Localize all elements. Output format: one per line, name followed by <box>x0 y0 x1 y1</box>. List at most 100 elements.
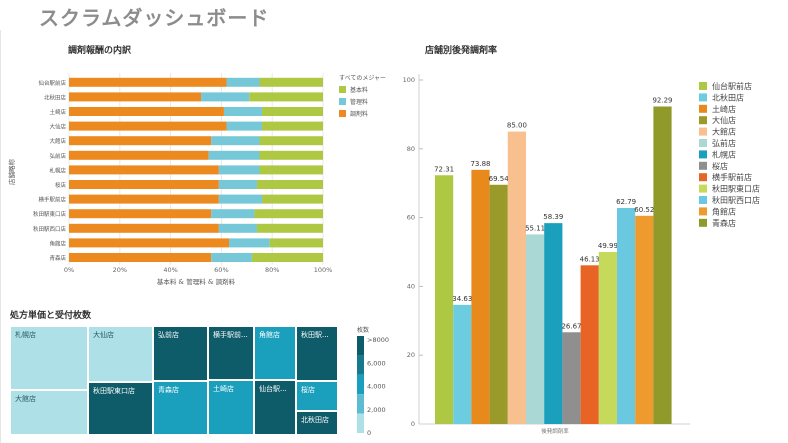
treemap-cell[interactable]: 青森店 <box>153 381 208 435</box>
bar-legend-label[interactable]: 仙台駅前店 <box>712 81 752 91</box>
bar-legend-swatch[interactable] <box>699 196 707 204</box>
stack-bar-segment[interactable] <box>201 92 250 102</box>
bar-legend-swatch[interactable] <box>699 116 707 125</box>
bar[interactable] <box>507 131 526 424</box>
stack-bar-segment[interactable] <box>249 92 323 102</box>
stack-bar-segment[interactable] <box>211 253 252 262</box>
treemap-cell[interactable]: 秋田駅... <box>296 326 338 381</box>
treemap-cell[interactable]: 大館店 <box>10 390 88 435</box>
bar-legend-swatch[interactable] <box>699 127 707 136</box>
bar-legend-label[interactable]: 大館店 <box>712 127 736 137</box>
stack-bar-segment[interactable] <box>69 165 219 175</box>
stack-legend-swatch[interactable] <box>339 110 346 117</box>
bar-legend-label[interactable]: 横手駅前店 <box>712 172 752 182</box>
treemap-cell[interactable]: 桜店 <box>296 381 338 411</box>
stack-bar-segment[interactable] <box>223 107 263 116</box>
bar-legend-swatch[interactable] <box>699 173 707 182</box>
stack-bar-segment[interactable] <box>254 209 323 219</box>
stack-bar-segment[interactable] <box>218 165 260 175</box>
bar-legend-swatch[interactable] <box>699 93 707 102</box>
bar[interactable] <box>562 332 581 424</box>
stack-bar-segment[interactable] <box>69 92 202 102</box>
treemap-cell[interactable]: 仙台駅... <box>254 380 296 435</box>
treemap-cell[interactable]: 土崎店 <box>208 380 254 435</box>
bar[interactable] <box>544 223 563 424</box>
treemap-cell[interactable]: 弘前店 <box>153 326 208 381</box>
bar[interactable] <box>435 175 454 424</box>
bar-legend-label[interactable]: 角館店 <box>712 206 736 216</box>
stack-legend-swatch[interactable] <box>339 98 346 105</box>
bar-legend-swatch[interactable] <box>699 218 707 227</box>
stack-legend-label[interactable]: 調剤料 <box>350 110 368 118</box>
bar-legend-label[interactable]: 青森店 <box>712 218 736 228</box>
stack-legend-swatch[interactable] <box>339 86 346 93</box>
bar-legend-label[interactable]: 弘前店 <box>712 138 736 148</box>
bar-legend-swatch[interactable] <box>699 207 707 216</box>
stack-bar-segment[interactable] <box>262 107 323 116</box>
stack-bar-segment[interactable] <box>251 253 323 262</box>
stack-bar-segment[interactable] <box>218 194 263 204</box>
bar-legend-swatch[interactable] <box>699 161 707 170</box>
bar-legend-swatch[interactable] <box>699 82 707 90</box>
bar-legend-label[interactable]: 土崎店 <box>712 104 736 114</box>
bar-legend-label[interactable]: 秋田駅西口店 <box>712 195 760 205</box>
bar-legend-label[interactable]: 桜店 <box>712 161 728 171</box>
stack-bar-segment[interactable] <box>262 121 323 131</box>
stack-bar-segment[interactable] <box>211 136 260 146</box>
stack-bar-segment[interactable] <box>211 209 255 219</box>
bar[interactable] <box>580 265 599 424</box>
stack-bar-segment[interactable] <box>259 77 324 87</box>
treemap-cell[interactable]: 北秋田店 <box>296 411 338 435</box>
bar-legend-label[interactable]: 大仙店 <box>712 115 736 125</box>
bar[interactable] <box>653 106 672 424</box>
bar[interactable] <box>526 234 545 424</box>
bar-legend-label[interactable]: 札幌店 <box>712 149 736 159</box>
bar-legend-swatch[interactable] <box>699 184 707 193</box>
bar-legend-label[interactable]: 秋田駅東口店 <box>712 184 760 194</box>
stack-bar-segment[interactable] <box>69 150 209 160</box>
stack-bar-segment[interactable] <box>259 136 324 146</box>
stack-bar-segment[interactable] <box>69 209 212 219</box>
stack-bar-segment[interactable] <box>226 77 260 87</box>
stack-bar-segment[interactable] <box>69 238 230 248</box>
stack-bar-segment[interactable] <box>218 223 257 233</box>
stack-bar-segment[interactable] <box>69 107 224 116</box>
stack-bar-segment[interactable] <box>69 253 212 262</box>
stack-bar-segment[interactable] <box>69 77 227 87</box>
bar-legend-label[interactable]: 北秋田店 <box>712 92 744 102</box>
bar-legend-swatch[interactable] <box>699 150 707 159</box>
stack-bar-segment[interactable] <box>269 238 323 248</box>
bar[interactable] <box>489 184 508 424</box>
bar[interactable] <box>635 215 654 424</box>
stack-bar-segment[interactable] <box>259 165 324 175</box>
stack-bar-segment[interactable] <box>226 121 263 131</box>
bar-legend-swatch[interactable] <box>699 139 707 147</box>
treemap-cell[interactable]: 大仙店 <box>88 326 153 382</box>
treemap-cell[interactable]: 札幌店 <box>10 326 88 390</box>
stack-x-axis-label: 基本料 & 管理料 & 調剤料 <box>157 277 236 286</box>
stack-bar-segment[interactable] <box>69 194 219 204</box>
stack-bar-segment[interactable] <box>262 194 323 204</box>
bar[interactable] <box>617 208 636 424</box>
stack-bar-segment[interactable] <box>69 180 219 189</box>
stack-legend-label[interactable]: 管理料 <box>350 98 368 106</box>
stack-bar-segment[interactable] <box>69 223 219 233</box>
stack-bar-segment[interactable] <box>256 223 323 233</box>
stack-legend-label[interactable]: 基本料 <box>350 86 368 94</box>
stack-bar-segment[interactable] <box>259 150 324 160</box>
bar-legend-swatch[interactable] <box>699 104 707 113</box>
treemap-cell[interactable]: 秋田駅東口店 <box>88 382 153 435</box>
stack-bar-segment[interactable] <box>69 121 227 131</box>
bar[interactable] <box>598 252 617 424</box>
stack-bar-segment[interactable] <box>208 150 260 160</box>
bar[interactable] <box>471 169 490 424</box>
treemap-cell[interactable]: 角館店 <box>254 326 296 380</box>
stack-bar-segment[interactable] <box>218 180 257 189</box>
bar[interactable] <box>453 304 472 424</box>
stack-bar-segment[interactable] <box>256 180 323 189</box>
treemap-cell[interactable]: 横手駅前... <box>208 326 254 380</box>
stack-bar-segment[interactable] <box>69 136 212 146</box>
stack-bar-segment[interactable] <box>229 238 270 248</box>
